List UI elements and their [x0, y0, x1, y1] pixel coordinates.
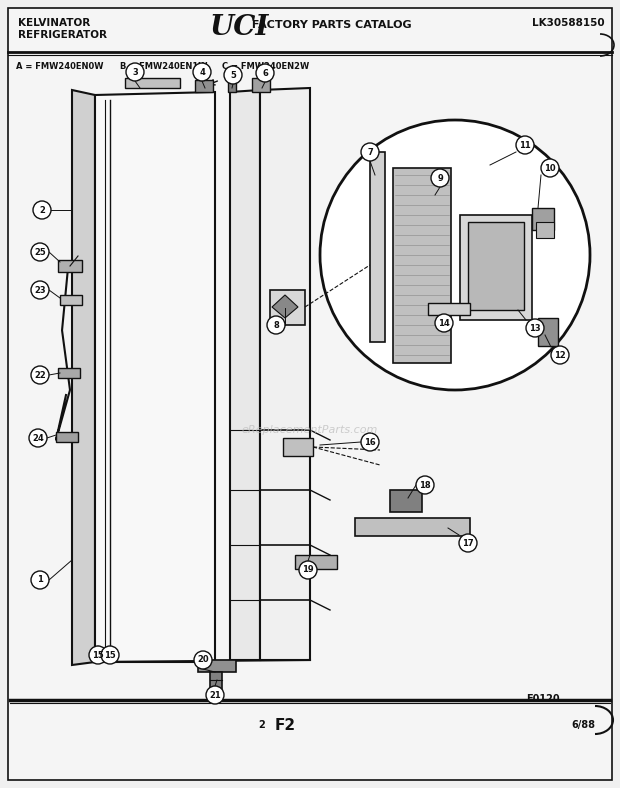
Bar — [428, 303, 470, 315]
Bar — [536, 222, 554, 238]
Bar — [283, 438, 313, 456]
Circle shape — [31, 243, 49, 261]
Text: UCI: UCI — [210, 14, 269, 41]
Polygon shape — [95, 92, 215, 662]
Circle shape — [361, 143, 379, 161]
Circle shape — [551, 346, 569, 364]
Circle shape — [459, 534, 477, 552]
Circle shape — [89, 646, 107, 664]
Text: 17: 17 — [462, 538, 474, 548]
Bar — [468, 222, 524, 310]
Polygon shape — [230, 90, 260, 660]
Bar — [198, 660, 236, 672]
Bar — [252, 78, 270, 92]
Text: 16: 16 — [364, 437, 376, 447]
Circle shape — [33, 201, 51, 219]
Text: 24: 24 — [32, 433, 44, 443]
Circle shape — [526, 319, 544, 337]
Circle shape — [224, 66, 242, 84]
Text: 4: 4 — [199, 68, 205, 76]
Circle shape — [31, 571, 49, 589]
Circle shape — [431, 169, 449, 187]
Text: 1: 1 — [37, 575, 43, 585]
Text: C = FMW240EN2W: C = FMW240EN2W — [222, 62, 309, 71]
Polygon shape — [260, 88, 310, 660]
Text: 6/88: 6/88 — [571, 720, 595, 730]
Text: 11: 11 — [519, 140, 531, 150]
Text: 23: 23 — [34, 285, 46, 295]
Circle shape — [416, 476, 434, 494]
Text: 12: 12 — [554, 351, 566, 359]
Text: 5: 5 — [230, 70, 236, 80]
Bar — [460, 215, 532, 320]
Bar — [195, 80, 213, 92]
Bar — [210, 672, 222, 694]
Text: 21: 21 — [209, 690, 221, 700]
Bar — [58, 368, 80, 378]
Circle shape — [541, 159, 559, 177]
Text: LK30588150: LK30588150 — [533, 18, 605, 28]
Text: B = FMW240EN1W: B = FMW240EN1W — [120, 62, 208, 71]
Bar — [58, 260, 82, 272]
Text: FACTORY PARTS CATALOG: FACTORY PARTS CATALOG — [248, 20, 412, 30]
Text: 9: 9 — [437, 173, 443, 183]
Text: 20: 20 — [197, 656, 209, 664]
Bar — [355, 518, 470, 536]
Text: A = FMW240EN0W: A = FMW240EN0W — [16, 62, 104, 71]
Text: 2: 2 — [259, 720, 265, 730]
Bar — [270, 290, 305, 325]
Bar — [295, 555, 337, 569]
Text: 13: 13 — [529, 324, 541, 333]
Bar — [393, 168, 451, 363]
Text: eReplacementParts.com: eReplacementParts.com — [242, 425, 378, 435]
Bar — [532, 208, 554, 230]
Bar — [56, 432, 78, 442]
Text: 7: 7 — [367, 147, 373, 157]
Circle shape — [101, 646, 119, 664]
Polygon shape — [272, 295, 298, 318]
Circle shape — [194, 651, 212, 669]
Text: 15: 15 — [92, 651, 104, 660]
Circle shape — [193, 63, 211, 81]
Polygon shape — [72, 90, 95, 665]
Circle shape — [267, 316, 285, 334]
Circle shape — [31, 366, 49, 384]
Bar — [390, 490, 422, 512]
Bar — [538, 318, 558, 346]
Bar — [370, 152, 385, 342]
Text: 19: 19 — [302, 566, 314, 574]
Bar — [60, 295, 82, 305]
Circle shape — [256, 64, 274, 82]
Text: 10: 10 — [544, 163, 556, 173]
Text: 18: 18 — [419, 481, 431, 489]
Text: 2: 2 — [39, 206, 45, 214]
Circle shape — [299, 561, 317, 579]
Circle shape — [31, 281, 49, 299]
Circle shape — [516, 136, 534, 154]
Text: E0120: E0120 — [526, 694, 560, 704]
Circle shape — [206, 686, 224, 704]
Bar — [228, 82, 236, 92]
Text: 25: 25 — [34, 247, 46, 257]
Bar — [125, 78, 180, 88]
Circle shape — [126, 63, 144, 81]
Text: 22: 22 — [34, 370, 46, 380]
Circle shape — [320, 120, 590, 390]
Text: 6: 6 — [262, 69, 268, 77]
Text: REFRIGERATOR: REFRIGERATOR — [18, 30, 107, 40]
Text: 3: 3 — [132, 68, 138, 76]
Circle shape — [361, 433, 379, 451]
Text: 15: 15 — [104, 651, 116, 660]
Circle shape — [29, 429, 47, 447]
Text: 8: 8 — [273, 321, 279, 329]
Circle shape — [435, 314, 453, 332]
Text: KELVINATOR: KELVINATOR — [18, 18, 91, 28]
Text: F2: F2 — [275, 718, 296, 733]
Text: 14: 14 — [438, 318, 450, 328]
